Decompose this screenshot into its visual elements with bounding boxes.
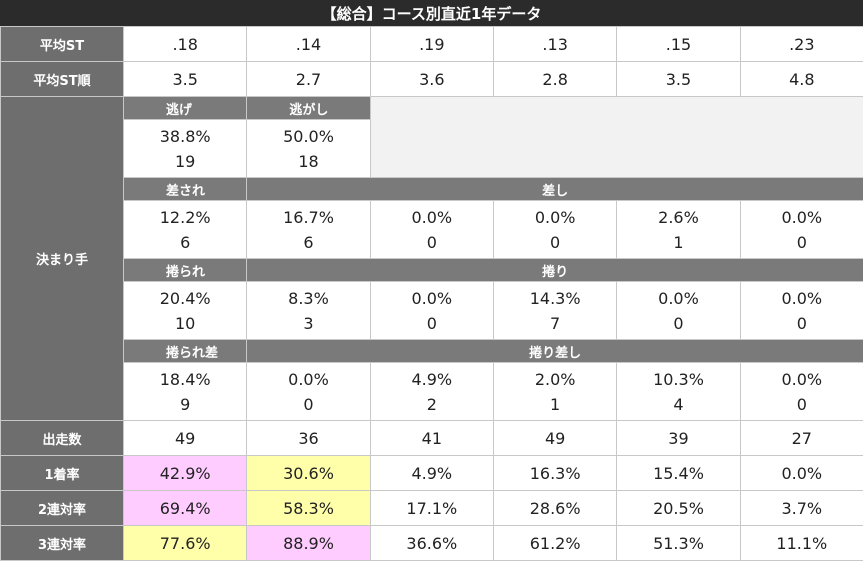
sashi-cell: 12.2% 6 [122, 200, 248, 259]
row-makuri-values: 20.4% 10 8.3% 3 0.0% 0 14.3% 7 0.0% 0 0.0% 0 [1, 281, 863, 340]
subheader-makurare-sashi: 捲られ差 [122, 339, 248, 363]
row-quinella-rate: 2連対率 69.4% 58.3% 17.1% 28.6% 20.5% 3.7% [0, 490, 863, 526]
row-header-avg-st: 平均ST [0, 26, 124, 62]
trio-rate-cell: 51.3% [616, 525, 741, 561]
row-header-quinella-rate: 2連対率 [0, 490, 124, 526]
starts-cell: 39 [616, 420, 741, 456]
row-avg-st-rank: 平均ST順 3.5 2.7 3.6 2.8 3.5 4.8 [0, 61, 863, 97]
win-rate-cell: 42.9% [122, 455, 248, 491]
sashi-cell: 0.0% 0 [739, 200, 863, 259]
sashi-cell: 0.0% 0 [492, 200, 618, 259]
row-nige-header: 決まり手 逃げ 逃がし [0, 96, 863, 421]
trio-rate-cell: 11.1% [739, 525, 863, 561]
makurizashi-cell: 2.0% 1 [492, 362, 618, 421]
row-header-avg-st-rank: 平均ST順 [0, 61, 124, 97]
trio-rate-cell: 77.6% [122, 525, 248, 561]
quinella-rate-cell: 58.3% [246, 490, 371, 526]
row-header-kimarite: 決まり手 [0, 96, 124, 421]
row-trio-rate: 3連対率 77.6% 88.9% 36.6% 61.2% 51.3% 11.1% [0, 525, 863, 561]
subheader-nigashi: 逃がし [246, 96, 371, 120]
subheader-makuri: 捲り [246, 258, 863, 282]
row-makurizashi-values: 18.4% 9 0.0% 0 4.9% 2 2.0% 1 10.3% 4 0.0% 0 [1, 362, 863, 421]
row-sashi-header: 差され 差し [1, 177, 863, 201]
row-avg-st: 平均ST .18 .14 .19 .13 .15 .23 [0, 26, 863, 62]
avg-st-rank-cell: 3.5 [122, 61, 248, 97]
avg-st-rank-cell: 2.8 [492, 61, 618, 97]
row-win-rate: 1着率 42.9% 30.6% 4.9% 16.3% 15.4% 0.0% [0, 455, 863, 491]
win-rate-cell: 4.9% [369, 455, 494, 491]
avg-st-rank-cell: 3.5 [616, 61, 741, 97]
subheader-makurizashi: 捲り差し [246, 339, 863, 363]
starts-cell: 27 [739, 420, 863, 456]
makurizashi-cell: 0.0% 0 [246, 362, 371, 421]
quinella-rate-cell: 20.5% [616, 490, 741, 526]
avg-st-cell: .15 [616, 26, 741, 62]
makuri-cell: 0.0% 0 [369, 281, 494, 340]
makurizashi-cell: 18.4% 9 [122, 362, 248, 421]
avg-st-rank-cell: 4.8 [739, 61, 863, 97]
starts-cell: 49 [492, 420, 618, 456]
makurizashi-cell: 0.0% 0 [739, 362, 863, 421]
sashi-cell: 2.6% 1 [616, 200, 741, 259]
trio-rate-cell: 61.2% [492, 525, 618, 561]
quinella-rate-cell: 3.7% [739, 490, 863, 526]
makuri-cell: 14.3% 7 [492, 281, 618, 340]
makuri-cell: 0.0% 0 [739, 281, 863, 340]
quinella-rate-cell: 17.1% [369, 490, 494, 526]
starts-cell: 36 [246, 420, 371, 456]
sashi-cell: 16.7% 6 [246, 200, 371, 259]
row-starts: 出走数 49 36 41 49 39 27 [0, 420, 863, 456]
course-stats-table: 平均ST .18 .14 .19 .13 .15 .23 平均ST順 3.5 2… [0, 26, 863, 561]
win-rate-cell: 0.0% [739, 455, 863, 491]
table-title: 【総合】コース別直近1年データ [0, 0, 863, 26]
win-rate-cell: 15.4% [616, 455, 741, 491]
row-nige-values: 38.8% 19 50.0% 18 [1, 119, 863, 178]
makuri-cell: 8.3% 3 [246, 281, 371, 340]
avg-st-rank-cell: 2.7 [246, 61, 371, 97]
row-header-trio-rate: 3連対率 [0, 525, 124, 561]
trio-rate-cell: 36.6% [369, 525, 494, 561]
avg-st-cell: .23 [739, 26, 863, 62]
avg-st-cell: .18 [122, 26, 248, 62]
nigashi-cell: 50.0% 18 [246, 119, 371, 178]
makuri-cell: 0.0% 0 [616, 281, 741, 340]
starts-cell: 41 [369, 420, 494, 456]
win-rate-cell: 16.3% [492, 455, 618, 491]
win-rate-cell: 30.6% [246, 455, 371, 491]
avg-st-cell: .13 [492, 26, 618, 62]
makurizashi-cell: 10.3% 4 [616, 362, 741, 421]
subheader-makurare: 捲られ [122, 258, 248, 282]
starts-cell: 49 [122, 420, 248, 456]
quinella-rate-cell: 69.4% [122, 490, 248, 526]
quinella-rate-cell: 28.6% [492, 490, 618, 526]
avg-st-rank-cell: 3.6 [369, 61, 494, 97]
row-makuri-header: 捲られ 捲り [1, 258, 863, 282]
subheader-sasare: 差され [122, 177, 248, 201]
empty-block [369, 96, 863, 178]
row-sashi-values: 12.2% 6 16.7% 6 0.0% 0 0.0% 0 2.6% 1 0.0% 0 [1, 200, 863, 259]
trio-rate-cell: 88.9% [246, 525, 371, 561]
nige-cell: 38.8% 19 [122, 119, 248, 178]
row-header-starts: 出走数 [0, 420, 124, 456]
row-header-win-rate: 1着率 [0, 455, 124, 491]
makurizashi-cell: 4.9% 2 [369, 362, 494, 421]
subheader-sashi: 差し [246, 177, 863, 201]
sashi-cell: 0.0% 0 [369, 200, 494, 259]
avg-st-cell: .14 [246, 26, 371, 62]
avg-st-cell: .19 [369, 26, 494, 62]
row-makurizashi-header: 捲られ差 捲り差し [1, 339, 863, 363]
subheader-nige: 逃げ [122, 96, 248, 120]
makuri-cell: 20.4% 10 [122, 281, 248, 340]
